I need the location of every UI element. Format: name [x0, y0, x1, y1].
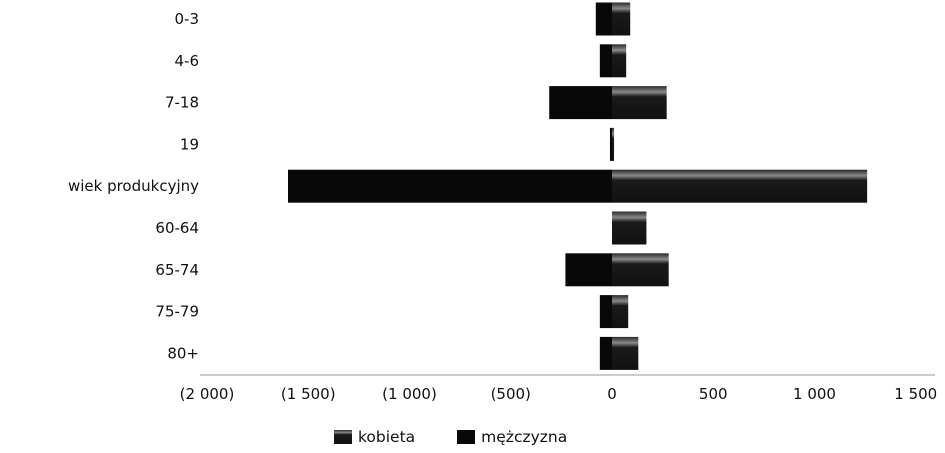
bar-kobieta-19 [612, 127, 615, 161]
bar-mezczyzna-75-79 [599, 295, 612, 329]
x-tick-label-0: (2 000) [180, 385, 235, 403]
legend-item-mezczyzna: mężczyzna [457, 428, 567, 446]
bar-mezczyzna-7-18 [549, 86, 612, 120]
legend-label-kobieta: kobieta [358, 428, 416, 446]
bar-kobieta-80+ [612, 336, 639, 370]
bar-mezczyzna-80+ [599, 336, 612, 370]
legend-item-kobieta: kobieta [334, 428, 415, 446]
x-tick-label-7: 1 500 [894, 385, 937, 403]
bar-mezczyzna-19 [609, 127, 612, 161]
x-tick-label-3: (500) [491, 385, 531, 403]
category-label-75-79: 75-79 [155, 303, 199, 321]
x-tick-label-1: (1 500) [281, 385, 336, 403]
bar-kobieta-0-3 [612, 2, 631, 36]
legend-label-mezczyzna: mężczyzna [481, 428, 568, 446]
bar-kobieta-75-79 [612, 295, 629, 329]
category-label-60-64: 60-64 [155, 219, 199, 237]
bar-kobieta-wiek-produkcyjny [612, 169, 868, 203]
x-tick-label-5: 500 [699, 385, 728, 403]
category-label-7-18: 7-18 [165, 94, 199, 112]
x-tick-label-4: 0 [607, 385, 617, 403]
bar-mezczyzna-wiek-produkcyjny [288, 169, 612, 203]
category-labels: 0-3 4-6 7-18 19 wiek produkcyjny 60-64 65-74 75… [68, 10, 199, 362]
category-label-80+: 80+ [167, 344, 199, 362]
x-tick-label-6: 1 000 [793, 385, 836, 403]
bar-mezczyzna-0-3 [595, 2, 612, 36]
category-label-19: 19 [180, 135, 199, 153]
bar-mezczyzna-4-6 [599, 44, 612, 78]
x-tick-label-2: (1 000) [382, 385, 437, 403]
bars [288, 2, 868, 370]
category-label-0-3: 0-3 [175, 10, 200, 28]
category-label-4-6: 4-6 [175, 52, 200, 70]
legend-swatch-mezczyzna [457, 430, 476, 444]
bar-kobieta-7-18 [612, 86, 667, 120]
bar-kobieta-60-64 [612, 211, 647, 245]
x-tick-labels: (2 000) (1 500) (1 000) (500) 0 500 1 000 1 500 [180, 385, 938, 403]
category-label-65-74: 65-74 [155, 261, 199, 279]
bar-mezczyzna-65-74 [565, 253, 612, 287]
legend: kobieta mężczyzna [334, 426, 567, 448]
category-label-wiek-produkcyjny: wiek produkcyjny [68, 177, 199, 195]
bar-kobieta-4-6 [612, 44, 627, 78]
bar-kobieta-65-74 [612, 253, 669, 287]
legend-swatch-kobieta [334, 430, 352, 444]
